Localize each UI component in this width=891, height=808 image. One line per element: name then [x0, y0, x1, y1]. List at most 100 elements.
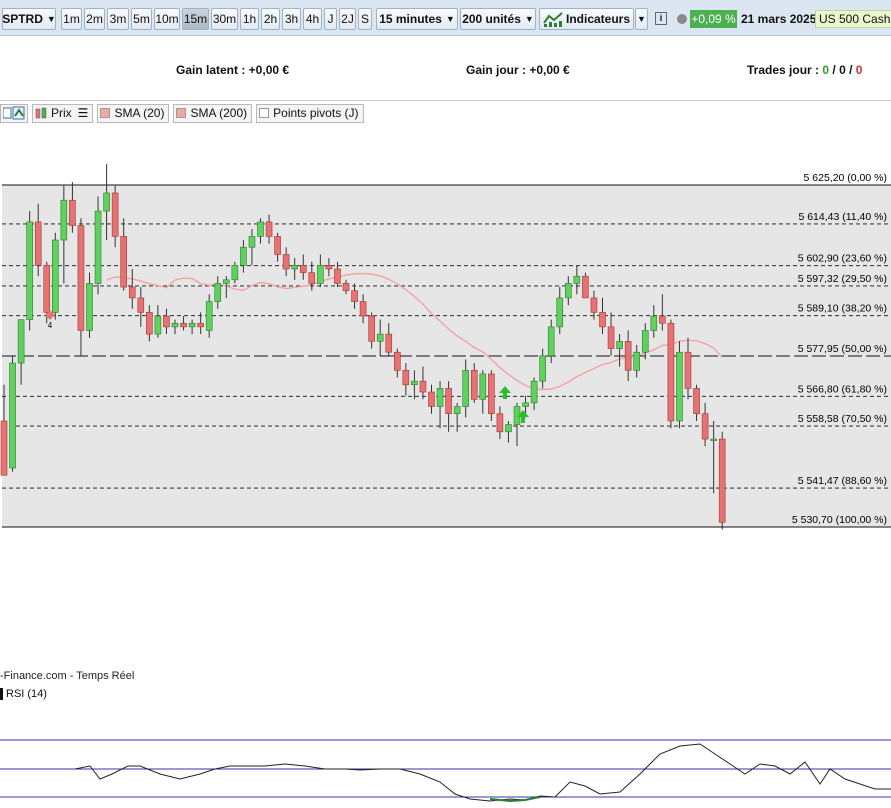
trades-separator: / — [829, 63, 840, 77]
timeframe-3h[interactable]: 3h — [282, 8, 301, 30]
buy-arrow-icon — [517, 410, 529, 423]
timeframe-3m[interactable]: 3m — [107, 8, 129, 30]
candle-body-down — [334, 268, 341, 284]
candle — [564, 276, 572, 306]
rsi-label[interactable]: RSI (14) — [0, 686, 47, 702]
timeframe-30m[interactable]: 30m — [211, 8, 238, 30]
timeframe-1h[interactable]: 1h — [240, 8, 259, 30]
candle-body-up — [17, 319, 25, 364]
legend-item-sma200[interactable]: SMA (200) — [173, 103, 253, 123]
candle — [599, 297, 606, 335]
candle-body-down — [667, 322, 675, 422]
candle-body-up — [547, 326, 555, 357]
candle — [0, 384, 8, 476]
candle-body-down — [274, 236, 281, 255]
candle-body-down — [599, 312, 606, 328]
candle — [530, 377, 538, 411]
timeframe-j[interactable]: J — [324, 8, 337, 30]
candle — [171, 319, 179, 335]
candle — [470, 363, 478, 403]
gain-latent: Gain latent : +0,00 € — [176, 63, 290, 77]
candle — [342, 279, 350, 295]
indicators-button[interactable]: Indicateurs — [539, 8, 634, 30]
cash-badge[interactable]: US 500 Cash (€ — [815, 10, 891, 28]
candle — [479, 370, 487, 414]
legend-tools[interactable] — [0, 103, 28, 123]
info-icon[interactable]: i — [655, 12, 667, 25]
timeframe-label: 15m — [183, 12, 208, 26]
candle — [69, 182, 76, 233]
candles-icon — [35, 107, 47, 119]
candle — [51, 232, 59, 320]
candle-body-down — [120, 236, 127, 288]
trades-jour: Trades jour : 0 / 0 / 0 — [747, 63, 862, 77]
candle-body-down — [77, 225, 85, 331]
timeframe-15m[interactable]: 15m — [182, 8, 209, 30]
candle-body-down — [419, 380, 427, 393]
fib-label: 5 597,32 (29,50 %) — [798, 273, 887, 285]
rsi-oversold-fill — [489, 796, 541, 803]
buy-arrows — [45, 310, 529, 423]
candle-body-down — [308, 272, 316, 284]
change-badge: +0,09 % — [690, 10, 737, 28]
timeframe-5m[interactable]: 5m — [131, 8, 152, 30]
trades-losses: 0 — [855, 63, 863, 77]
candle — [376, 319, 384, 356]
candle-body-up — [376, 333, 384, 342]
timeframe-label: 4h — [305, 12, 320, 26]
candle — [641, 323, 649, 360]
fib-label: 5 530,70 (100,00 %) — [792, 514, 887, 526]
candle — [128, 268, 136, 309]
candle-body-up — [650, 315, 658, 331]
legend-label: Prix — [51, 106, 72, 120]
candle — [710, 420, 717, 494]
timeframe-4h[interactable]: 4h — [303, 8, 322, 30]
candle-body-up — [479, 373, 487, 400]
candle — [582, 272, 589, 299]
price-chart[interactable]: 5 625,20 (0,00 %) 5 614,43 (11,40 %) 5 602… — [0, 124, 891, 684]
rsi-swatch — [0, 688, 3, 700]
legend-item-pivots[interactable]: Points pivots (J) — [256, 103, 364, 123]
timeframe-s[interactable]: S — [358, 8, 372, 30]
legend-item-sma20[interactable]: SMA (20) — [97, 103, 170, 123]
candle-body-up — [505, 424, 512, 433]
interval-select[interactable]: 15 minutes ▼ — [376, 8, 458, 30]
candle-body-down — [325, 265, 333, 270]
candle-body-up — [453, 406, 461, 415]
candle-body-up — [94, 210, 102, 284]
candle — [188, 319, 196, 335]
candle-body-down — [299, 265, 307, 273]
timeframe-2j[interactable]: 2J — [339, 8, 356, 30]
candle — [488, 370, 495, 421]
candle-body-up — [214, 283, 222, 302]
candle — [214, 276, 222, 309]
candle-body-down — [445, 388, 452, 415]
candle-body-down — [0, 420, 8, 476]
fib-label: 5 566,80 (61,80 %) — [798, 383, 887, 395]
fib-label: 5 625,20 (0,00 %) — [804, 172, 887, 184]
timeframe-2m[interactable]: 2m — [84, 8, 105, 30]
candle — [359, 294, 367, 324]
candle — [299, 254, 307, 280]
candle — [9, 355, 16, 472]
candle — [659, 294, 666, 331]
legend-item-prix[interactable]: Prix ☰ — [32, 103, 94, 123]
candle — [265, 214, 273, 244]
indicators-dropdown[interactable]: ▼ — [635, 8, 648, 30]
candle-body-up — [564, 283, 572, 299]
indicators-icon — [543, 12, 563, 27]
timeframe-2h[interactable]: 2h — [261, 8, 280, 30]
units-select[interactable]: 200 unités ▼ — [460, 8, 536, 30]
symbol-select[interactable]: SPTRD ▼ — [2, 8, 56, 30]
candle-body-down — [496, 413, 504, 433]
candle — [317, 254, 324, 288]
candle — [573, 265, 581, 295]
candle-body-down — [69, 199, 76, 226]
timeframe-10m[interactable]: 10m — [154, 8, 180, 30]
chevron-down-icon: ▼ — [637, 14, 646, 24]
candle — [539, 348, 546, 389]
list-icon: ☰ — [77, 106, 89, 120]
timeframe-1m[interactable]: 1m — [61, 8, 82, 30]
candle — [385, 323, 393, 356]
rsi-panel[interactable] — [0, 704, 891, 808]
